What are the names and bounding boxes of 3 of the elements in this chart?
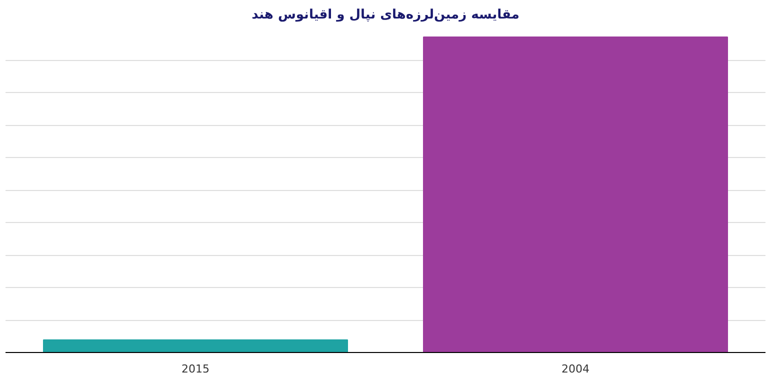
x-tick-label: 2004 <box>562 362 590 376</box>
x-tick-label: 2015 <box>182 362 210 376</box>
chart-title: مقایسه زمین‌لرزه‌های نپال و اقیانوس هند <box>252 8 520 22</box>
